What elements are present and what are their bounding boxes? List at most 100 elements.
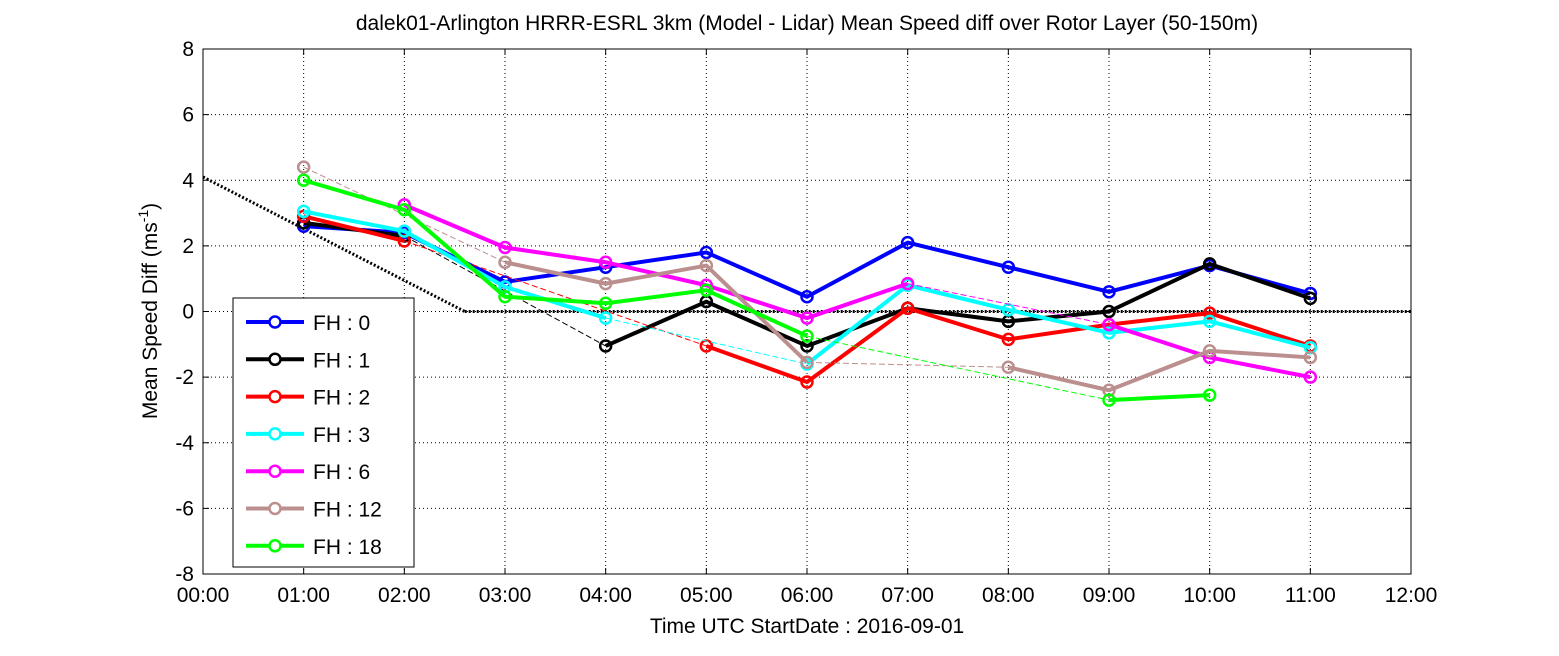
series-1 xyxy=(296,216,1318,353)
x-tick-label: 05:00 xyxy=(680,584,733,607)
data-point xyxy=(699,258,714,273)
legend-label: FH : 2 xyxy=(313,387,370,410)
y-axis-label-main: Mean Speed Diff (ms xyxy=(139,222,162,419)
y-tick-label: 8 xyxy=(182,38,194,61)
y-tick-label: 2 xyxy=(182,235,194,258)
data-point xyxy=(1102,317,1116,332)
data-point xyxy=(498,255,512,270)
legend-entry: FH : 2 xyxy=(246,387,370,410)
series-line xyxy=(604,261,1311,348)
legend-swatch-marker xyxy=(268,501,282,516)
legend-label: FH : 6 xyxy=(313,461,370,484)
data-point xyxy=(1202,388,1217,402)
y-tick-label: 4 xyxy=(182,169,194,192)
chart-title: dalek01-Arlington HRRR-ESRL 3km (Model -… xyxy=(356,12,1258,35)
data-point xyxy=(1303,370,1318,384)
legend-label: FH : 1 xyxy=(313,349,370,372)
data-point xyxy=(598,255,613,270)
series-3 xyxy=(296,204,1318,371)
legend-swatch-marker xyxy=(268,315,282,329)
y-axis-label-superscript: -1 xyxy=(135,210,151,223)
data-point xyxy=(1202,257,1217,271)
legend-entry: FH : 6 xyxy=(246,461,370,484)
data-point xyxy=(1303,286,1318,301)
series-line xyxy=(1108,393,1210,403)
legend-swatch-marker xyxy=(268,464,282,478)
data-point xyxy=(800,311,814,325)
data-point xyxy=(1001,360,1016,375)
data-point xyxy=(800,375,814,389)
data-point xyxy=(1102,285,1116,299)
data-point xyxy=(1303,291,1318,306)
x-tick-label: 03:00 xyxy=(479,584,532,607)
series-gap-connector xyxy=(404,240,707,347)
series-gap-connector xyxy=(907,283,1110,326)
y-tick-label: -6 xyxy=(175,497,194,520)
axis-ticks: 00:00 01:00 02:00 03:00 04:00 05:00 06:00 07:00… xyxy=(175,38,1437,607)
data-point xyxy=(1102,304,1116,319)
data-point xyxy=(397,224,412,238)
legend-label: FH : 3 xyxy=(313,424,370,447)
legend-swatch-marker xyxy=(268,389,282,404)
y-axis-label-close: ) xyxy=(139,203,162,210)
series-gap-connector xyxy=(806,361,1009,368)
x-tick-label: 12:00 xyxy=(1385,584,1438,607)
y-tick-label: -4 xyxy=(175,432,194,455)
series-line xyxy=(303,214,405,243)
legend-entry: FH : 3 xyxy=(246,424,370,447)
data-point xyxy=(598,276,613,291)
legend-entry: FH : 18 xyxy=(246,536,382,559)
data-point xyxy=(598,296,613,311)
series-gap-connector xyxy=(404,235,606,347)
data-point xyxy=(699,245,714,260)
data-point xyxy=(800,289,814,304)
reference-slope-line xyxy=(202,175,466,313)
data-point xyxy=(1102,326,1116,340)
data-point xyxy=(800,355,814,370)
data-point xyxy=(699,339,714,353)
x-tick-label: 04:00 xyxy=(579,584,632,607)
x-tick-label: 02:00 xyxy=(378,584,431,607)
data-point xyxy=(1202,314,1217,329)
legend-entry: FH : 0 xyxy=(246,312,370,335)
y-tick-label: -2 xyxy=(175,366,194,389)
series-line xyxy=(303,178,808,338)
data-point xyxy=(1102,393,1116,407)
data-point xyxy=(498,289,512,304)
legend-label: FH : 18 xyxy=(313,536,382,559)
series-line xyxy=(1007,348,1311,393)
x-tick-label: 11:00 xyxy=(1285,584,1336,607)
data-point xyxy=(498,240,512,255)
x-axis-label: Time UTC StartDate : 2016-09-01 xyxy=(650,615,964,638)
legend-label: FH : 12 xyxy=(313,499,382,522)
data-point xyxy=(1001,332,1016,347)
y-axis-label: Mean Speed Diff (ms-1) xyxy=(135,203,162,419)
series-gap-connector xyxy=(605,317,808,365)
series-line xyxy=(705,306,1311,385)
data-point xyxy=(699,283,714,297)
data-point xyxy=(296,209,311,224)
x-tick-label: 01:00 xyxy=(277,584,330,607)
data-point xyxy=(900,235,915,250)
series-2 xyxy=(296,209,1318,389)
legend-label: FH : 0 xyxy=(313,312,370,335)
series-6 xyxy=(296,173,1217,407)
data-point xyxy=(296,160,311,174)
series-line xyxy=(303,209,607,320)
legend-swatch-marker xyxy=(268,352,282,367)
y-tick-label: -8 xyxy=(175,563,194,586)
x-tick-label: 07:00 xyxy=(881,584,934,607)
y-tick-label: 0 xyxy=(182,301,194,324)
x-tick-label: 00:00 xyxy=(177,584,230,607)
x-tick-label: 08:00 xyxy=(982,584,1035,607)
x-tick-label: 09:00 xyxy=(1083,584,1136,607)
data-point xyxy=(900,276,915,291)
data-point xyxy=(1303,350,1318,365)
data-point xyxy=(598,339,613,353)
series-gap-connector xyxy=(806,335,1110,401)
series-line xyxy=(805,283,1311,366)
data-point xyxy=(800,329,814,343)
legend-swatch-marker xyxy=(268,539,282,553)
data-point xyxy=(1001,260,1016,274)
